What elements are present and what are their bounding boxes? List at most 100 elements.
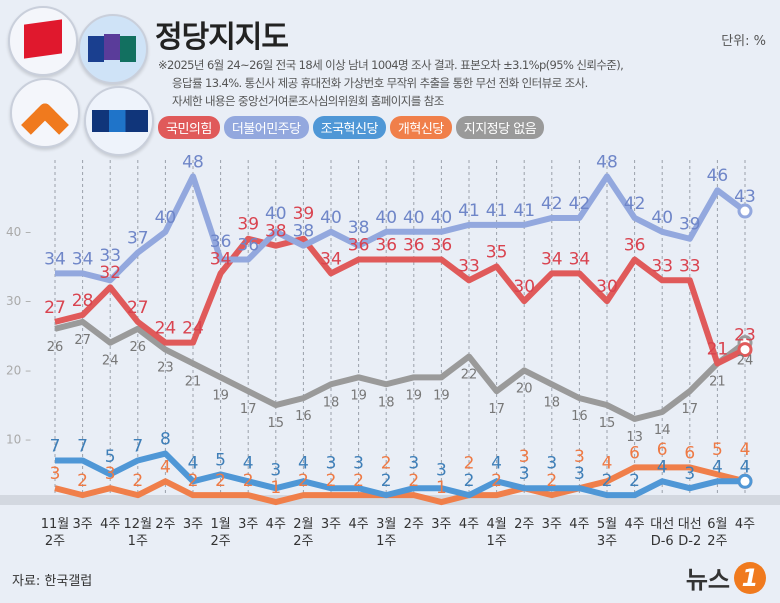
data-label: 34 <box>210 249 232 269</box>
data-label: 40 <box>320 208 342 228</box>
brand-mark: 1 <box>734 561 766 594</box>
line-chart: 11월 2주 3주 4주 12월 1주 2주 3주 1월 2주 3주 4주 2월 2주 3주 4주 3월 1주 2주… <box>0 152 780 549</box>
data-label: 41 <box>486 201 508 221</box>
x-tick-label: 2주 <box>45 534 65 549</box>
x-tick-label: 5월 <box>597 517 617 532</box>
data-label: 19 <box>433 388 450 403</box>
data-label: 46 <box>707 166 729 186</box>
x-tick-label: 4주 <box>266 517 286 532</box>
x-tick-label: 2주 <box>404 517 424 532</box>
series-line <box>55 173 747 284</box>
x-tick-label: 3주 <box>321 517 341 532</box>
x-tick-label: 2주 <box>293 534 313 549</box>
data-label: 3 <box>519 464 530 484</box>
data-label: 23 <box>734 326 756 346</box>
data-label: 2 <box>381 471 392 491</box>
reform-party-logo <box>10 78 80 148</box>
data-label: 2 <box>546 471 557 491</box>
data-label: 2 <box>602 471 613 491</box>
data-label: 35 <box>486 242 508 262</box>
data-label: 33 <box>458 256 480 276</box>
data-label: 5 <box>712 440 723 460</box>
note-line: 응답률 13.4%. 통신사 제공 휴대전화 가상번호 무작위 추출을 통한 무… <box>172 76 588 90</box>
source-label: 자료: 한국갤럽 <box>12 574 93 589</box>
data-label: 2 <box>408 471 419 491</box>
x-tick-label: 6월 <box>707 517 727 532</box>
data-label: 23 <box>157 361 174 376</box>
data-label: 24 <box>737 354 754 369</box>
data-label: 4 <box>740 457 751 477</box>
x-tick-label: 4주 <box>569 517 589 532</box>
baseline-band <box>0 495 780 505</box>
data-label: 27 <box>127 298 149 318</box>
data-label: 19 <box>406 388 423 403</box>
data-label: 16 <box>295 409 312 424</box>
x-tick-label: D-2 <box>678 534 701 549</box>
data-label: 27 <box>74 333 91 348</box>
data-label: 4 <box>712 457 723 477</box>
x-tick-label: 대선 <box>678 517 702 532</box>
rebuilding-korea-logo <box>84 86 154 156</box>
data-label: 34 <box>72 249 94 269</box>
data-label: 18 <box>544 395 561 410</box>
data-label: 4 <box>740 440 751 460</box>
data-label: 2 <box>215 471 226 491</box>
data-label: 2 <box>326 471 337 491</box>
x-tick-label: 4주 <box>735 517 755 532</box>
data-label: 6 <box>657 440 668 460</box>
data-label: 24 <box>155 319 177 339</box>
data-label: 4 <box>188 454 199 474</box>
ppp-logo <box>8 6 78 76</box>
data-label: 4 <box>298 454 309 474</box>
data-label: 34 <box>320 249 342 269</box>
y-tick-label: 10 – <box>6 433 31 447</box>
data-label: 3 <box>270 461 281 481</box>
series-line <box>54 318 747 422</box>
x-tick-label: D-6 <box>651 534 674 549</box>
data-label: 24 <box>102 354 119 369</box>
end-point-marker <box>737 203 753 219</box>
data-label: 34 <box>541 249 563 269</box>
x-tick-label: 3주 <box>238 517 258 532</box>
data-label: 19 <box>212 388 229 403</box>
data-label: 24 <box>182 319 204 339</box>
data-label: 17 <box>682 402 699 417</box>
data-label: 36 <box>375 236 397 256</box>
data-label: 40 <box>431 208 453 228</box>
x-tick-label: 1주 <box>376 534 396 549</box>
x-tick-label: 2주 <box>210 534 230 549</box>
legend-item: 지지정당 없음 <box>455 116 545 139</box>
data-label: 1 <box>270 478 281 498</box>
x-tick-label: 4주 <box>459 517 479 532</box>
data-label: 40 <box>651 208 673 228</box>
data-label: 3 <box>684 464 695 484</box>
data-label: 2 <box>353 471 364 491</box>
x-tick-label: 대선 <box>650 517 674 532</box>
data-label: 39 <box>679 215 701 235</box>
data-label: 40 <box>265 204 287 224</box>
data-label: 2 <box>464 454 475 474</box>
data-label: 2 <box>464 471 475 491</box>
data-label: 21 <box>707 339 729 359</box>
data-label: 8 <box>160 430 171 450</box>
data-label: 3 <box>326 454 337 474</box>
note-line: 자세한 내용은 중앙선거여론조사심의위원회 홈페이지를 참조 <box>172 94 444 108</box>
legend: 국민의힘 더불어민주당 조국혁신당 개혁신당 지지정당 없음 <box>158 116 758 139</box>
x-tick-label: 4월 <box>486 517 506 532</box>
data-label: 7 <box>50 436 61 456</box>
data-label: 1 <box>436 478 447 498</box>
data-label: 7 <box>132 436 143 456</box>
data-label: 33 <box>651 256 673 276</box>
x-tick-label: 4주 <box>348 517 368 532</box>
x-tick-label: 3주 <box>72 517 92 532</box>
data-label: 42 <box>569 194 591 214</box>
page-title: 정당지지도 <box>155 20 289 55</box>
data-label: 2 <box>243 471 254 491</box>
data-label: 42 <box>541 194 563 214</box>
data-label: 6 <box>684 443 695 463</box>
legend-item: 개혁신당 <box>389 116 452 139</box>
series-line <box>54 464 746 506</box>
data-label: 2 <box>629 471 640 491</box>
data-label: 17 <box>240 402 257 417</box>
